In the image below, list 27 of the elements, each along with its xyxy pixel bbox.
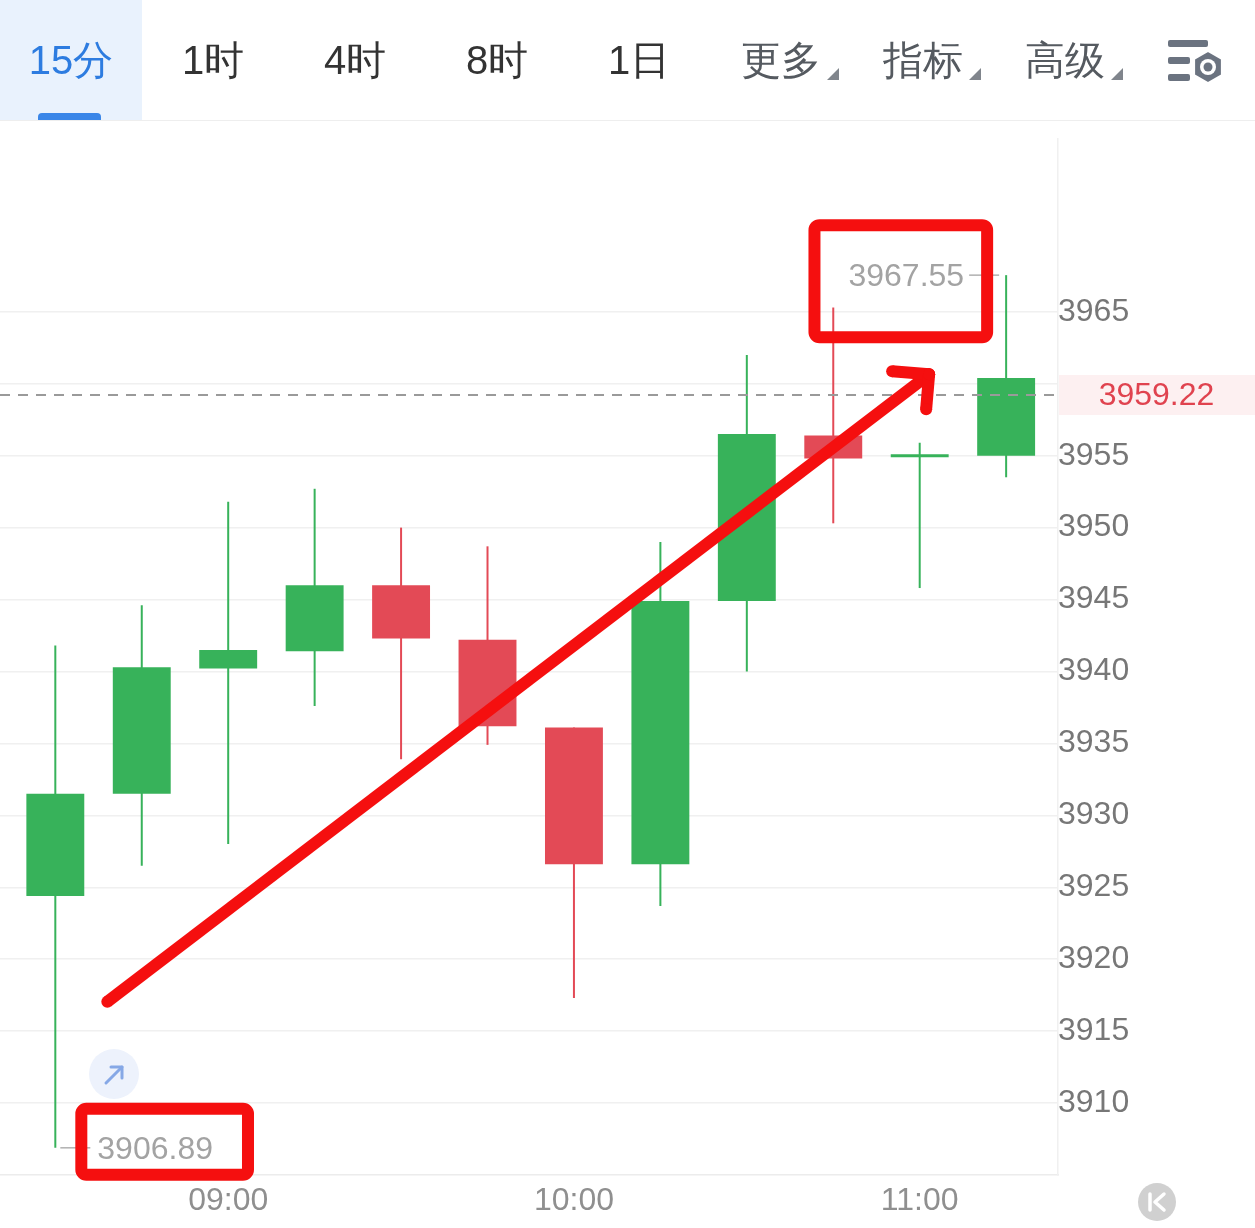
text: 4时	[323, 37, 387, 84]
y-tick-label: 3930	[1058, 795, 1130, 832]
y-tick-label: 3920	[1058, 939, 1130, 976]
candlestick	[890, 441, 949, 590]
text: 15分	[28, 37, 114, 84]
text: 指标	[883, 37, 963, 84]
y-tick-label: 3940	[1058, 651, 1130, 688]
y-tick-label: 3950	[1058, 507, 1130, 544]
x-tick-label: 09:00	[188, 1181, 269, 1218]
annotation: 3906.89	[97, 1129, 213, 1166]
text: 1日	[607, 37, 671, 84]
x-tick-label: 10:00	[533, 1181, 614, 1218]
y-tick-label: 3915	[1058, 1010, 1130, 1047]
candlestick	[199, 500, 258, 846]
y-tick-label: 3965	[1058, 291, 1130, 328]
text: 1时	[181, 37, 245, 84]
y-tick-label: 3910	[1058, 1082, 1130, 1119]
text: 高级	[1025, 37, 1105, 84]
y-tick-label: 3925	[1058, 867, 1130, 904]
y-tick-label: 3945	[1058, 579, 1130, 616]
text: 更多	[741, 37, 821, 84]
y-tick-label: 3935	[1058, 723, 1130, 760]
ref-line-label: 3959.22	[1098, 375, 1215, 412]
annotation: 3967.55	[848, 256, 965, 293]
y-tick-label: 3955	[1058, 435, 1130, 472]
x-tick-label: 11:00	[880, 1181, 959, 1218]
text: 8时	[465, 37, 529, 84]
